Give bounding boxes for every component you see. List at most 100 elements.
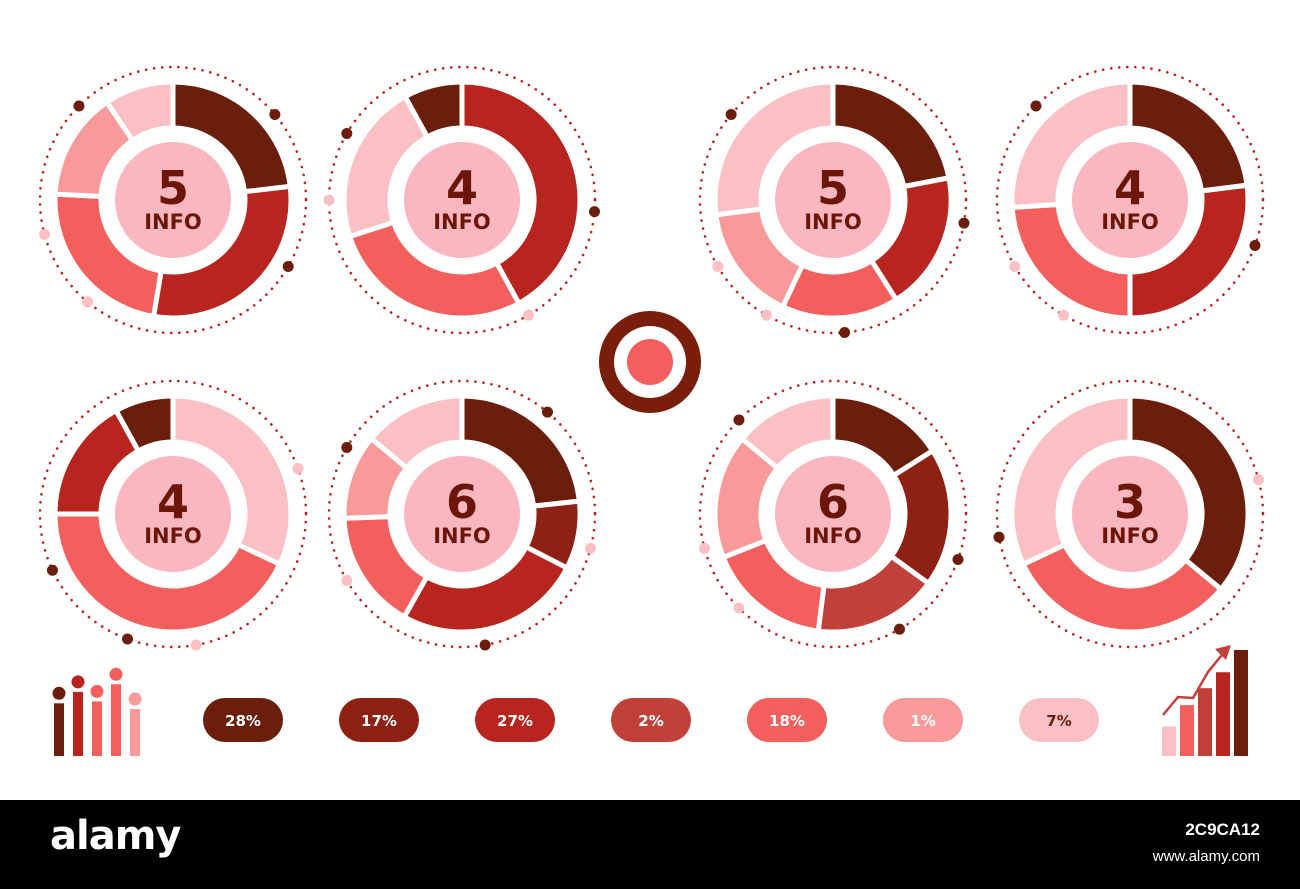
donut-slice xyxy=(103,79,176,144)
dotted-ring xyxy=(698,379,968,649)
ring-dot xyxy=(894,623,905,635)
donut-number: 4 xyxy=(446,161,478,215)
donut-slice xyxy=(150,183,294,321)
pill-label: 2% xyxy=(638,712,663,730)
icon-bar xyxy=(92,701,102,756)
ring-dot xyxy=(584,542,596,554)
growth-bar xyxy=(1180,705,1194,756)
dotted-ring xyxy=(327,379,597,649)
percentage-pill: 17% xyxy=(339,698,419,742)
trend-line xyxy=(1162,649,1227,716)
trend-arrow-icon xyxy=(1215,645,1231,660)
donut-number: 3 xyxy=(1114,475,1146,529)
icon-bar xyxy=(111,684,121,756)
donut-center xyxy=(404,142,520,258)
donut-label: INFO xyxy=(144,210,202,234)
pill-label: 28% xyxy=(225,712,261,730)
donut-slice xyxy=(1127,182,1251,321)
watermark-logo: alamy xyxy=(50,813,181,859)
donut-center xyxy=(404,456,520,572)
ring-dot xyxy=(341,575,353,586)
donut-label: INFO xyxy=(804,210,862,234)
pill-background xyxy=(1019,698,1099,742)
percentage-pill: 2% xyxy=(611,698,691,742)
donut-label: INFO xyxy=(433,210,491,234)
dotted-ring xyxy=(995,379,1265,649)
ring-dot xyxy=(839,326,851,338)
ring-dot xyxy=(725,109,737,121)
donut-slice xyxy=(1009,79,1133,211)
pill-label: 7% xyxy=(1046,712,1071,730)
watermark-bar xyxy=(0,800,1300,889)
donut-slice xyxy=(1009,393,1133,568)
ring-dot xyxy=(341,442,353,453)
ring-dot xyxy=(323,194,335,206)
ring-dot xyxy=(82,296,94,308)
donut-slice xyxy=(459,393,583,509)
ring-dot xyxy=(292,463,304,475)
ring-dot xyxy=(122,633,134,645)
donut-number: 6 xyxy=(446,475,478,529)
donut-label: INFO xyxy=(804,524,862,548)
percentage-pills: 28% 17% 27% 2% 18% 1% 7% xyxy=(203,698,1099,742)
donut-slice xyxy=(52,511,284,635)
ring-dot xyxy=(479,639,491,651)
donut-label: INFO xyxy=(433,524,491,548)
pill-background xyxy=(611,698,691,742)
ring-dot xyxy=(46,564,58,576)
target-icon xyxy=(599,311,701,413)
donut-label: INFO xyxy=(144,524,202,548)
pill-label: 27% xyxy=(497,712,533,730)
donut-center xyxy=(115,456,231,572)
icon-bar-head xyxy=(71,675,85,689)
donut-center xyxy=(1072,456,1188,572)
dotted-ring xyxy=(995,65,1265,335)
donut-number: 6 xyxy=(817,475,849,529)
pill-background xyxy=(339,698,419,742)
ring-dot xyxy=(39,228,51,240)
ring-dot xyxy=(712,261,724,272)
growth-bar xyxy=(1198,688,1212,756)
donut-center xyxy=(115,142,231,258)
growth-bar xyxy=(1216,672,1230,756)
donut-slice xyxy=(1019,541,1225,635)
donut-slice xyxy=(170,393,294,568)
ring-dot xyxy=(699,542,711,554)
donut-center xyxy=(1072,142,1188,258)
ring-dot xyxy=(761,309,772,321)
donut-label: INFO xyxy=(1101,524,1159,548)
pill-background xyxy=(883,698,963,742)
ring-dot xyxy=(341,128,353,139)
donut-slice xyxy=(738,393,836,472)
donut-slice xyxy=(1127,393,1251,593)
growth-bar xyxy=(1234,650,1248,756)
donut-number: 5 xyxy=(817,161,849,215)
donut-slice xyxy=(712,79,836,218)
ring-dot xyxy=(958,217,970,229)
donut-number: 4 xyxy=(1114,161,1146,215)
dotted-ring xyxy=(327,65,597,335)
infographic-canvas: 5INFO4INFO5INFO4INFO4INFO6INFO6INFO3INFO… xyxy=(38,65,1265,756)
ring-dot xyxy=(1009,261,1021,272)
icon-bar-head xyxy=(90,684,104,698)
dotted-ring xyxy=(38,65,308,335)
ring-dot xyxy=(190,639,202,651)
ring-dot xyxy=(73,100,85,112)
ring-dot xyxy=(733,602,745,614)
pill-label: 1% xyxy=(910,712,935,730)
percentage-pill: 27% xyxy=(475,698,555,742)
growth-bar xyxy=(1162,726,1176,756)
bar-chart-icon xyxy=(52,667,142,756)
watermark-url: www.alamy.com xyxy=(1152,848,1260,865)
ring-dot xyxy=(588,206,600,218)
ring-dot xyxy=(541,406,553,418)
ring-dot xyxy=(952,553,964,565)
